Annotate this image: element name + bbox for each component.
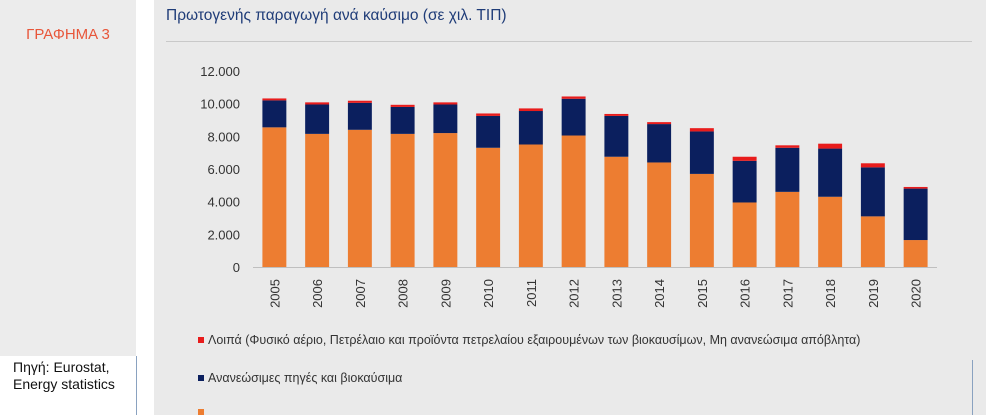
legend-item-renewables: Ανανεώσιμες πηγές και βιοκαύσιμα <box>198 371 402 385</box>
bar-segment-orange <box>561 135 586 267</box>
x-tick-label: 2017 <box>780 279 795 308</box>
bar-segment-orange <box>903 240 928 267</box>
bar-segment-renewables <box>561 98 586 136</box>
bar-segment-renewables <box>903 188 928 241</box>
bar-segment-orange <box>860 216 885 267</box>
bar-segment-renewables <box>604 115 629 157</box>
legend-item-partial <box>198 405 208 419</box>
source-line-1: Πηγή: Eurostat, <box>13 359 110 375</box>
bar-segment-other <box>604 113 629 116</box>
bar-segment-other <box>647 122 672 125</box>
title-divider <box>166 41 972 42</box>
bar-segment-other <box>903 186 928 189</box>
x-tick-label: 2016 <box>738 279 753 308</box>
x-tick-label: 2019 <box>866 279 881 308</box>
bar-segment-orange <box>347 129 372 267</box>
bar-segment-orange <box>262 127 287 267</box>
bar-segment-renewables <box>262 100 287 128</box>
y-tick-label: 6.000 <box>207 162 240 177</box>
x-tick-label: 2010 <box>481 279 496 308</box>
bar-segment-other <box>860 163 885 168</box>
legend-swatch-orange <box>198 409 204 415</box>
source-line-2: Energy statistics <box>13 376 115 392</box>
bar-segment-other <box>818 143 843 149</box>
x-tick-label: 2009 <box>438 279 453 308</box>
bar-segment-other <box>775 145 800 148</box>
bar-segment-orange <box>818 196 843 267</box>
bar-segment-other <box>262 98 287 101</box>
bar-segment-renewables <box>689 131 714 174</box>
x-tick-label: 2012 <box>567 279 582 308</box>
x-tick-label: 2005 <box>267 279 282 308</box>
bar-segment-renewables <box>433 104 458 134</box>
y-tick-label: 10.000 <box>200 97 240 112</box>
bar-segment-renewables <box>518 111 543 145</box>
bar-segment-other <box>689 128 714 132</box>
y-tick-label: 2.000 <box>207 227 240 242</box>
bar-segment-other <box>433 102 458 105</box>
bar-segment-orange <box>689 173 714 267</box>
bar-segment-renewables <box>732 160 757 203</box>
bar-segment-other <box>518 108 543 112</box>
bar-segment-renewables <box>775 147 800 192</box>
bar-segment-other <box>390 104 415 107</box>
bar-segment-orange <box>732 202 757 267</box>
bar-segment-other <box>305 102 330 105</box>
bar-segment-renewables <box>860 167 885 217</box>
x-tick-label: 2014 <box>652 279 667 308</box>
bar-segment-renewables <box>305 104 330 134</box>
bar-segment-orange <box>476 147 501 267</box>
x-tick-label: 2011 <box>524 279 539 307</box>
bar-segment-orange <box>433 133 458 267</box>
x-tick-label: 2020 <box>909 279 924 308</box>
legend-swatch-renewables <box>198 375 204 381</box>
legend-label-renewables: Ανανεώσιμες πηγές και βιοκαύσιμα <box>208 371 403 385</box>
figure-label: ΓΡΑΦΗΜΑ 3 <box>26 26 110 43</box>
source-box: Πηγή: Eurostat, Energy statistics <box>0 356 137 415</box>
bar-segment-renewables <box>347 102 372 130</box>
left-panel <box>0 0 136 415</box>
bar-segment-orange <box>305 133 330 267</box>
bar-segment-orange <box>775 191 800 267</box>
legend-item-other: Λοιπά (Φυσικό αέριο, Πετρέλαιο και προϊό… <box>198 333 860 347</box>
x-tick-label: 2006 <box>310 279 325 308</box>
y-tick-label: 0 <box>233 260 240 275</box>
legend-label-other: Λοιπά (Φυσικό αέριο, Πετρέλαιο και προϊό… <box>208 333 861 347</box>
x-tick-label: 2013 <box>609 279 624 308</box>
x-tick-label: 2018 <box>823 279 838 308</box>
bar-segment-other <box>347 100 372 103</box>
y-tick-label: 4.000 <box>207 195 240 210</box>
bar-segment-other <box>732 156 757 161</box>
bar-segment-other <box>561 96 586 99</box>
bar-segment-renewables <box>818 148 843 197</box>
x-tick-label: 2007 <box>353 279 368 308</box>
source-divider <box>972 360 973 415</box>
bar-segment-orange <box>390 133 415 267</box>
panel-divider <box>136 0 154 415</box>
x-tick-label: 2015 <box>695 279 710 308</box>
chart-title: Πρωτογενής παραγωγή ανά καύσιμο (σε χιλ.… <box>166 7 507 24</box>
y-tick-label: 12.000 <box>200 64 240 79</box>
bar-segment-orange <box>647 162 672 267</box>
bar-segment-other <box>476 113 501 116</box>
bar-segment-orange <box>518 144 543 267</box>
legend-swatch-other <box>198 337 204 343</box>
bar-segment-renewables <box>476 115 501 148</box>
bar-segment-renewables <box>390 106 415 134</box>
y-tick-label: 8.000 <box>207 129 240 144</box>
bar-segment-renewables <box>647 124 672 163</box>
x-tick-label: 2008 <box>396 279 411 308</box>
bar-segment-orange <box>604 156 629 267</box>
